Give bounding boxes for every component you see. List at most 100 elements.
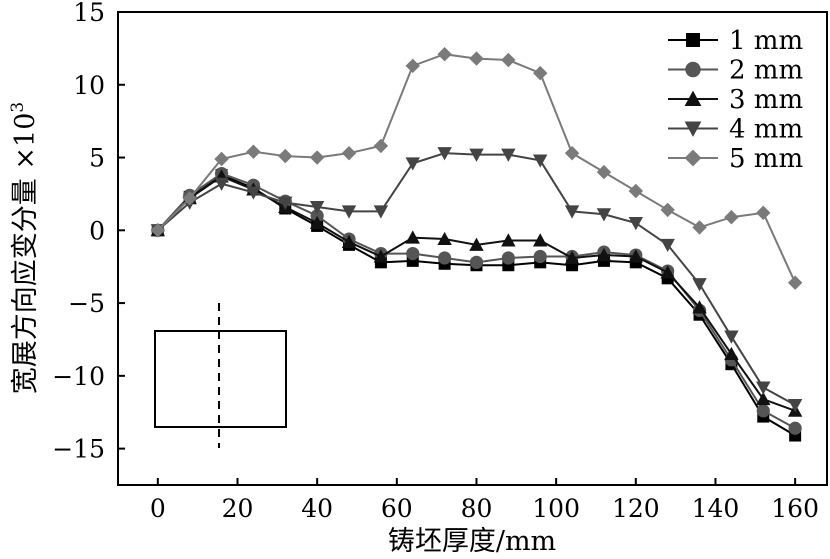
legend-marker (684, 121, 702, 137)
legend-entry: 5 mm (668, 144, 803, 174)
x-tick-label: 0 (150, 494, 166, 523)
data-point (406, 246, 420, 261)
data-point (278, 148, 293, 164)
y-tick-label: −5 (68, 289, 105, 318)
data-point (310, 209, 324, 223)
y-tick-label: 10 (73, 71, 105, 100)
svg-text:宽展方向应变分量 ×103: 宽展方向应变分量 ×103 (8, 102, 41, 394)
x-tick-label: 60 (381, 494, 413, 523)
data-point (341, 234, 357, 248)
data-point (214, 151, 229, 167)
x-tick-label: 140 (692, 494, 740, 523)
data-point (724, 210, 739, 225)
data-point (756, 381, 771, 395)
data-point (628, 249, 644, 263)
y-axis-exponent: 3 (8, 102, 28, 113)
data-point (756, 404, 770, 418)
legend-label: 3 mm (729, 85, 803, 115)
x-tick-label: 20 (222, 494, 254, 523)
legend-label: 5 mm (729, 144, 803, 174)
data-point (628, 183, 644, 199)
data-point (501, 233, 516, 247)
data-point (341, 145, 357, 161)
data-point (309, 201, 325, 215)
data-point (437, 147, 452, 161)
y-tick-label: −10 (52, 362, 105, 391)
data-point (724, 346, 739, 361)
data-point (246, 186, 261, 200)
data-point (692, 220, 707, 235)
data-point (437, 47, 452, 62)
legend-entry: 2 mm (668, 56, 803, 86)
data-point (533, 154, 548, 168)
data-point (787, 275, 803, 290)
data-point (501, 52, 516, 68)
legend-entry: 3 mm (668, 85, 803, 115)
legend-entry: 4 mm (668, 115, 803, 145)
data-point (469, 255, 484, 269)
data-point (787, 398, 803, 413)
data-point (628, 217, 644, 231)
data-point (596, 164, 612, 180)
data-point (438, 251, 452, 265)
data-point (469, 237, 484, 251)
data-point (596, 208, 612, 222)
x-tick-label: 120 (612, 494, 660, 523)
legend-marker (684, 90, 702, 106)
y-tick-label: −15 (52, 435, 105, 464)
data-point (405, 157, 420, 171)
x-tick-label: 40 (301, 494, 333, 523)
data-point (405, 230, 420, 244)
data-point (437, 231, 452, 246)
x-tick-label: 100 (532, 494, 580, 523)
series-5-mm (150, 47, 803, 290)
legend-label: 1 mm (729, 26, 803, 56)
data-point (150, 223, 166, 238)
y-tick-label: 15 (73, 0, 105, 27)
data-point (660, 238, 675, 253)
legend-marker (684, 149, 702, 167)
data-point (501, 148, 516, 162)
y-axis-title-group: 宽展方向应变分量 ×103 (8, 102, 41, 394)
data-point (501, 251, 515, 265)
data-point (469, 148, 484, 162)
data-point (278, 196, 293, 210)
data-point (692, 300, 707, 314)
data-point (373, 249, 389, 263)
series-1-mm (151, 169, 802, 442)
y-tick-label: 5 (89, 144, 105, 173)
data-point (214, 177, 229, 191)
data-point (373, 205, 389, 219)
series-line (157, 175, 796, 412)
data-point (756, 391, 771, 406)
data-point (405, 58, 420, 74)
data-point (373, 138, 389, 154)
cross-section-inset (154, 303, 287, 448)
legend-entry: 1 mm (668, 26, 803, 56)
data-point (596, 247, 612, 262)
x-tick-label: 160 (771, 494, 819, 523)
y-axis-title: 宽展方向应变分量 ×10 (10, 113, 41, 395)
legend-marker (686, 33, 700, 47)
data-point (246, 144, 261, 159)
legend-label: 2 mm (729, 56, 803, 86)
plot-frame (117, 11, 828, 486)
data-point (533, 249, 547, 264)
data-point (660, 265, 675, 279)
data-point (564, 145, 580, 161)
data-point (533, 233, 548, 247)
data-point (533, 65, 548, 81)
data-point (564, 205, 580, 219)
y-tick-label: 0 (89, 216, 105, 245)
data-point (788, 421, 802, 435)
data-point (660, 202, 675, 218)
series-2-mm (151, 166, 802, 435)
legend-label: 4 mm (729, 115, 803, 145)
data-point (724, 330, 739, 344)
data-point (309, 215, 325, 230)
data-point (692, 278, 707, 292)
data-point (756, 205, 771, 221)
inset-rectangle (154, 330, 287, 428)
data-point (309, 150, 325, 165)
